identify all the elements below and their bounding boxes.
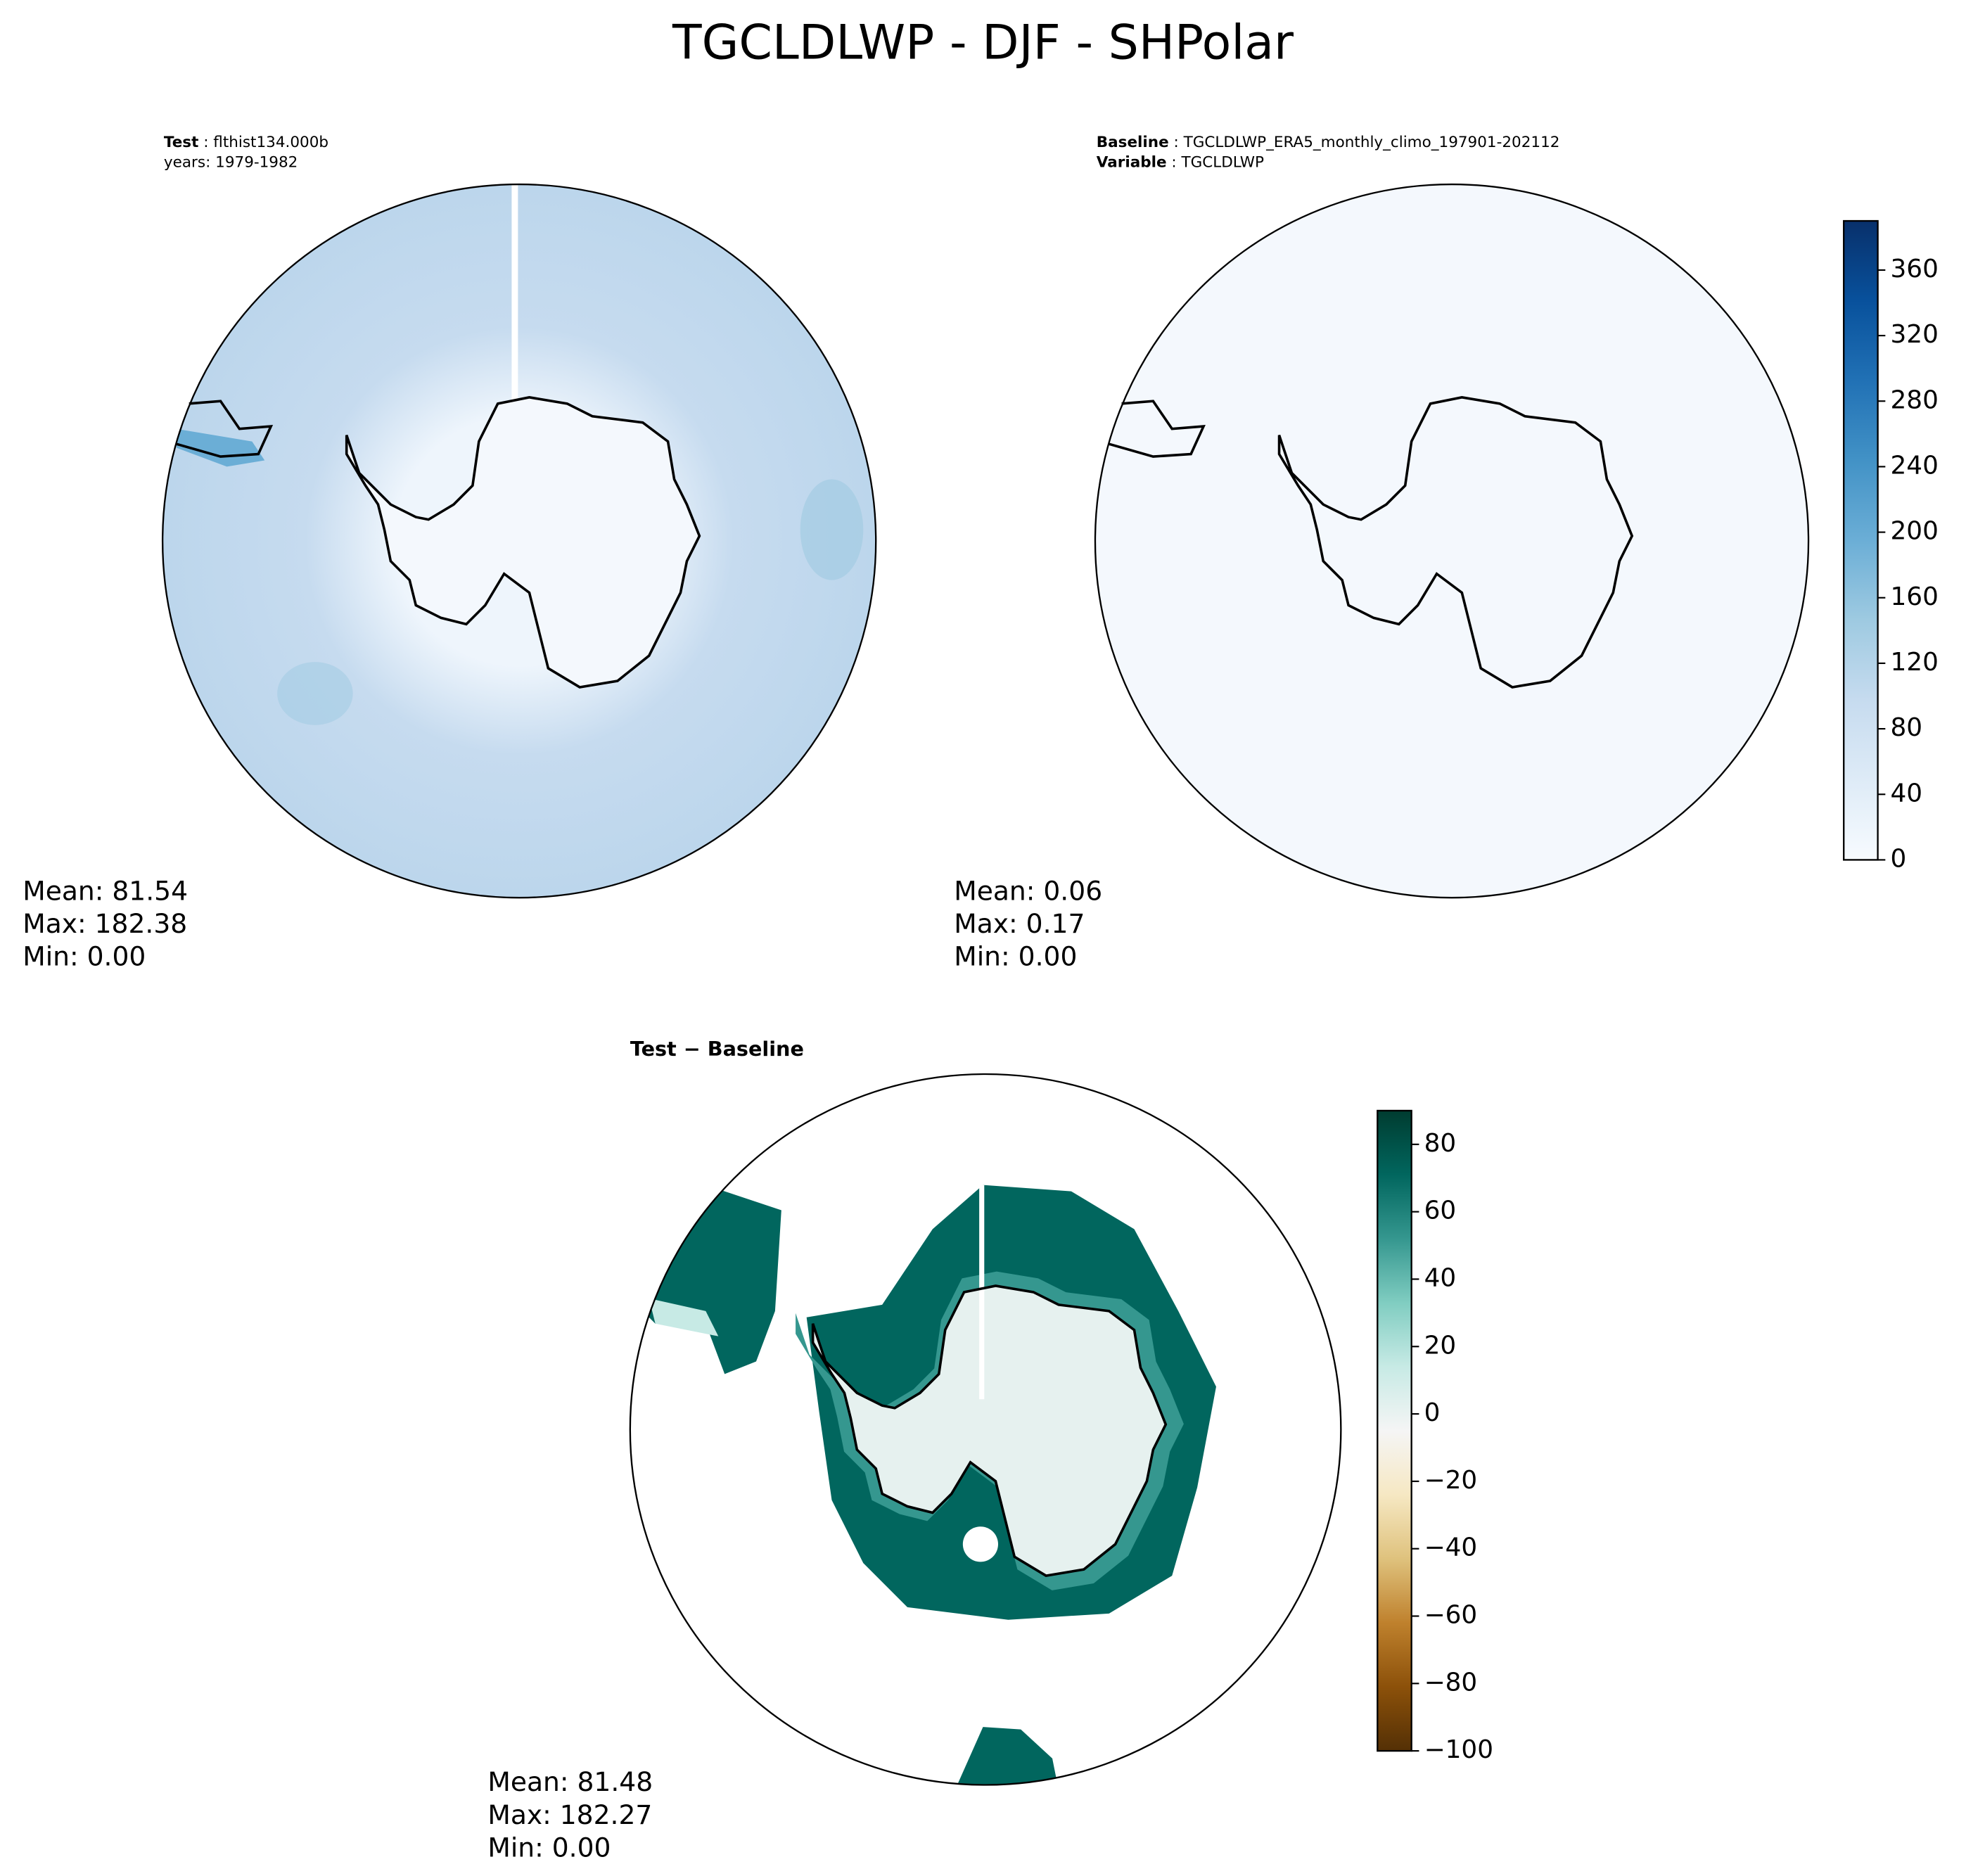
field-blob: [277, 662, 353, 725]
header-label: Test: [164, 134, 198, 151]
colorbar-tick-label: 120: [1891, 648, 1939, 677]
stat-line: Mean: 81.54: [23, 876, 188, 907]
colorbar-tick-label: 320: [1891, 320, 1939, 349]
header-text: years: 1979-1982: [164, 154, 298, 172]
stat-line: Mean: 81.48: [487, 1766, 653, 1797]
colorbar-tick-label: 60: [1424, 1197, 1457, 1225]
colorbar-tick-label: 40: [1891, 779, 1923, 808]
stat-line: Max: 182.27: [487, 1799, 652, 1830]
figure-title: TGCLDLWP - DJF - SHPolar: [672, 15, 1294, 71]
stat-line: Mean: 0.06: [954, 876, 1102, 907]
header-label: Variable: [1097, 154, 1167, 172]
colorbar-tick-label: −40: [1424, 1533, 1478, 1562]
stat-line: Max: 182.38: [23, 908, 187, 939]
colorbar-tick-label: 20: [1424, 1331, 1457, 1360]
header-text: : flthist134.000b: [198, 134, 328, 151]
panel-header: Test : flthist134.000b: [164, 134, 328, 151]
colorbar-tick-label: 0: [1424, 1398, 1441, 1427]
colorbar-tick-label: 360: [1891, 255, 1939, 283]
colorbar-tick-label: 40: [1424, 1263, 1457, 1292]
coastline: [1109, 400, 1206, 458]
panel-header: Test − Baseline: [630, 1037, 804, 1061]
colorbar-tick-label: −80: [1424, 1668, 1478, 1697]
panel-header: years: 1979-1982: [164, 154, 298, 172]
colorbar-tick-label: 160: [1891, 582, 1939, 611]
colorbar-tick-label: 280: [1891, 385, 1939, 414]
seam: [979, 1185, 985, 1400]
difference-field: [957, 1727, 1059, 1785]
panel-header: Baseline : TGCLDLWP_ERA5_monthly_climo_1…: [1097, 134, 1560, 151]
difference-field: [962, 1526, 998, 1562]
map-frame: [161, 183, 877, 899]
colorbar-tick-label: −100: [1424, 1735, 1493, 1764]
header-label: Baseline: [1097, 134, 1169, 151]
map-difference: [629, 1073, 1342, 1786]
difference-field: [642, 1185, 781, 1374]
map-background: [1094, 184, 1809, 898]
map-test: [161, 183, 877, 899]
colorbar-tick-label: 200: [1891, 517, 1939, 546]
stat-line: Min: 0.00: [487, 1832, 611, 1863]
stat-line: Min: 0.00: [23, 941, 146, 972]
map-baseline: [1094, 183, 1810, 899]
header-text: : TGCLDLWP_ERA5_monthly_climo_197901-202…: [1169, 134, 1560, 151]
map-frame: [1094, 183, 1810, 899]
difference-field: [649, 1298, 719, 1336]
map-frame: [629, 1073, 1342, 1786]
colorbar-tick-label: −60: [1424, 1601, 1478, 1630]
colorbar-tick-label: 240: [1891, 451, 1939, 480]
colorbar: [1843, 219, 1879, 861]
field-blob: [176, 428, 265, 467]
panel-header: Variable : TGCLDLWP: [1097, 154, 1264, 172]
stat-line: Min: 0.00: [954, 941, 1077, 972]
stat-line: Max: 0.17: [954, 908, 1085, 939]
header-text: : TGCLDLWP: [1167, 154, 1265, 172]
colorbar-tick-label: 80: [1424, 1129, 1457, 1158]
colorbar-tick-label: 0: [1891, 844, 1907, 873]
colorbar-tick-label: −20: [1424, 1466, 1478, 1495]
colorbar-tick-label: 80: [1891, 713, 1923, 742]
header-label: Test − Baseline: [630, 1037, 804, 1061]
seam: [511, 184, 518, 487]
colorbar: [1377, 1109, 1412, 1752]
field-blob: [800, 479, 864, 580]
coastline: [176, 400, 274, 458]
